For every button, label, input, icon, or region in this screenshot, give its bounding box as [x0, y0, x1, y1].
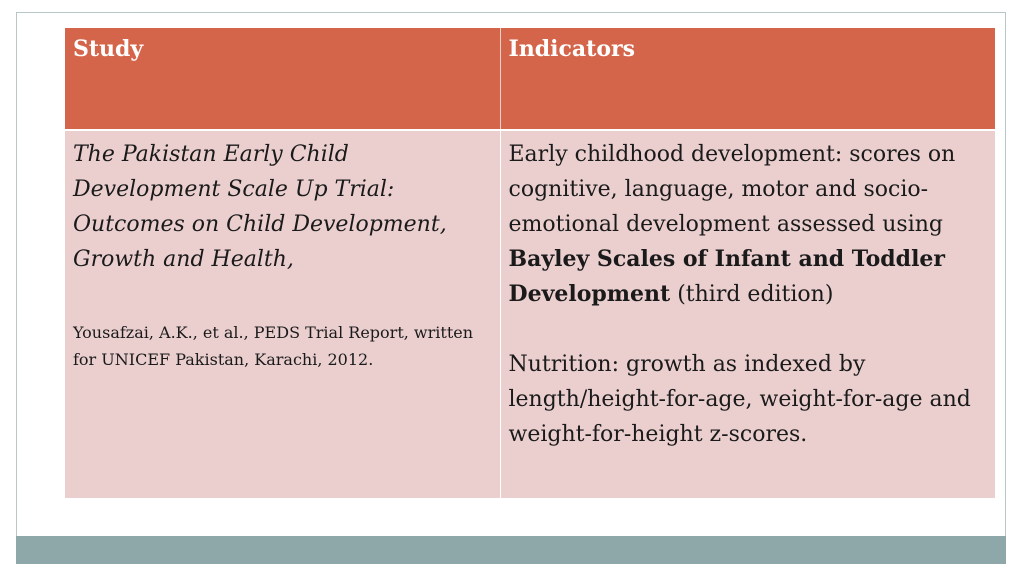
- study-table: Study Indicators The Pakistan Early Chil…: [65, 28, 995, 498]
- header-indicators: Indicators: [500, 28, 995, 130]
- table-header-row: Study Indicators: [65, 28, 995, 130]
- ecd-scale-name: Bayley Scales of Infant and Toddler Deve…: [508, 246, 946, 307]
- header-study: Study: [65, 28, 501, 130]
- ecd-intro: Early childhood development: scores on c…: [508, 142, 956, 237]
- indicators-cell: Early childhood development: scores on c…: [500, 129, 995, 498]
- study-title-block: The Pakistan Early Child Development Sca…: [73, 137, 492, 277]
- study-title: The Pakistan Early Child Development Sca…: [73, 142, 447, 272]
- ecd-indicator: Early childhood development: scores on c…: [509, 137, 988, 312]
- study-title-suffix: ,: [286, 247, 294, 272]
- ecd-tail: (third edition): [670, 282, 834, 307]
- footer-bar: [16, 536, 1006, 564]
- study-cell: The Pakistan Early Child Development Sca…: [65, 129, 501, 498]
- nutrition-main: Nutrition: growth as indexed by length/h…: [508, 352, 971, 447]
- nutrition-tail: .: [800, 422, 808, 447]
- slide-frame: [16, 12, 1006, 536]
- nutrition-indicator: Nutrition: growth as indexed by length/h…: [509, 347, 988, 452]
- study-reference: Yousafzai, A.K., et al., PEDS Trial Repo…: [73, 323, 474, 369]
- table-row: The Pakistan Early Child Development Sca…: [65, 129, 995, 498]
